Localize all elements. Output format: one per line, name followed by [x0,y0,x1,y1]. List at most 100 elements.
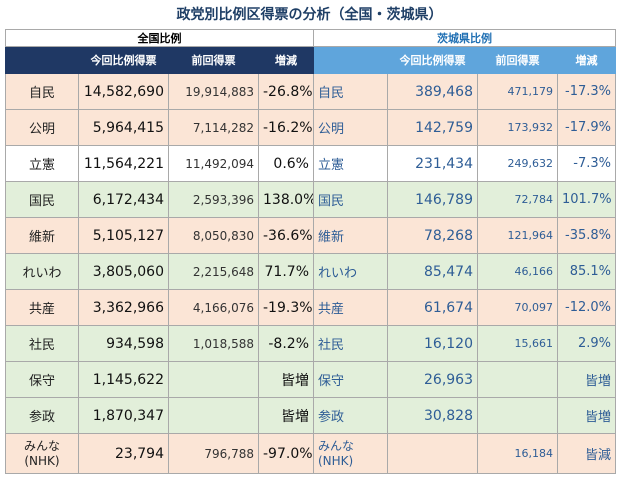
national-previous-cell: 1,018,588 [168,325,259,362]
page-title: 政党別比例区得票の分析（全国・茨城県） [176,7,443,23]
ibaraki-change-cell: -7.3% [557,145,616,182]
ibaraki-previous-cell: 46,166 [477,253,558,290]
national-previous-cell: 11,492,094 [168,145,259,182]
ibaraki-change-cell: 101.7% [557,181,616,218]
national-change-cell: 0.6% [258,145,314,182]
national-party-cell: 立憲 [5,145,79,182]
ibaraki-previous-cell: 72,784 [477,181,558,218]
ibaraki-change-cell: 皆増 [557,361,616,398]
ibaraki-previous-cell [477,397,558,434]
ibaraki-change-cell: -12.0% [557,289,616,326]
ibaraki-change-cell: 皆増 [557,397,616,434]
ibaraki-party-cell: 共産 [313,289,388,326]
national-current-cell: 11,564,221 [78,145,169,182]
national-change-cell: 皆増 [258,361,314,398]
national-previous-cell: 796,788 [168,433,259,474]
national-party-cell: 維新 [5,217,79,254]
national-change-cell: -26.8% [258,73,314,110]
ibaraki-party-cell: 参政 [313,397,388,434]
national-party-cell: 共産 [5,289,79,326]
national-current-cell: 1,145,622 [78,361,169,398]
national-change-col: 増減 [258,46,314,74]
national-party-col [5,46,79,74]
ibaraki-party-cell: 自民 [313,73,388,110]
table-row: 共産 3,362,966 4,166,076 -19.3% 共産 61,674 70,097… [5,289,616,326]
national-header: 全国比例 [5,29,314,47]
ibaraki-current-cell: 26,963 [387,361,478,398]
ibaraki-previous-cell: 15,661 [477,325,558,362]
national-current-cell: 3,362,966 [78,289,169,326]
national-party-cell: 社民 [5,325,79,362]
ibaraki-current-cell: 85,474 [387,253,478,290]
table-row: みんな (NHK) 23,794 796,788 -97.0% みんな (NHK) 16,18… [5,433,616,474]
ibaraki-party-cell: 国民 [313,181,388,218]
table-row: 国民 6,172,434 2,593,396 138.0% 国民 146,789 72,78… [5,181,616,218]
ibaraki-current-cell: 78,268 [387,217,478,254]
national-previous-cell: 2,215,648 [168,253,259,290]
ibaraki-change-cell: -35.8% [557,217,616,254]
national-change-cell: -16.2% [258,109,314,146]
table-row: 立憲 11,564,221 11,492,094 0.6% 立憲 231,434 249,6… [5,145,616,182]
national-previous-cell: 19,914,883 [168,73,259,110]
ibaraki-current-cell: 231,434 [387,145,478,182]
national-change-cell: -8.2% [258,325,314,362]
ibaraki-party-cell: 公明 [313,109,388,146]
national-party-cell: 保守 [5,361,79,398]
table-row: 保守 1,145,622 皆増 保守 26,963 皆増 [5,361,616,398]
ibaraki-previous-cell: 16,184 [477,433,558,474]
national-previous-col: 前回得票 [168,46,259,74]
ibaraki-change-cell: 2.9% [557,325,616,362]
header-row-groups: 全国比例 茨城県比例 [5,29,616,47]
national-current-cell: 6,172,434 [78,181,169,218]
table-row: れいわ 3,805,060 2,215,648 71.7% れいわ 85,474 46,16… [5,253,616,290]
national-previous-cell: 4,166,076 [168,289,259,326]
ibaraki-header: 茨城県比例 [313,29,616,47]
header-row-columns: 今回比例得票 前回得票 増減 今回比例得票 前回得票 増減 [5,46,616,74]
table-row: 参政 1,870,347 皆増 参政 30,828 皆増 [5,397,616,434]
national-current-cell: 5,964,415 [78,109,169,146]
national-current-cell: 934,598 [78,325,169,362]
national-change-cell: -36.6% [258,217,314,254]
ibaraki-current-cell: 16,120 [387,325,478,362]
national-party-cell: みんな (NHK) [5,433,79,474]
national-party-cell: れいわ [5,253,79,290]
ibaraki-current-cell: 30,828 [387,397,478,434]
vote-analysis-table: 全国比例 茨城県比例 今回比例得票 前回得票 増減 今回比例得票 前回得票 増減… [5,29,616,474]
ibaraki-previous-col: 前回得票 [477,46,558,74]
table-row: 自民 14,582,690 19,914,883 -26.8% 自民 389,468 471… [5,73,616,110]
national-current-cell: 1,870,347 [78,397,169,434]
table-row: 社民 934,598 1,018,588 -8.2% 社民 16,120 15,661 2.9… [5,325,616,362]
ibaraki-change-col: 増減 [557,46,616,74]
ibaraki-party-cell: 維新 [313,217,388,254]
national-current-cell: 5,105,127 [78,217,169,254]
ibaraki-previous-cell: 70,097 [477,289,558,326]
national-change-cell: -19.3% [258,289,314,326]
national-previous-cell [168,397,259,434]
national-change-cell: -97.0% [258,433,314,474]
ibaraki-party-cell: みんな (NHK) [313,433,388,474]
ibaraki-previous-cell: 173,932 [477,109,558,146]
national-party-cell: 公明 [5,109,79,146]
national-change-cell: 皆増 [258,397,314,434]
ibaraki-previous-cell [477,361,558,398]
ibaraki-current-cell: 389,468 [387,73,478,110]
national-previous-cell: 7,114,282 [168,109,259,146]
ibaraki-current-cell [387,433,478,474]
ibaraki-current-cell: 61,674 [387,289,478,326]
ibaraki-change-cell: 皆減 [557,433,616,474]
ibaraki-previous-cell: 249,632 [477,145,558,182]
national-current-cell: 3,805,060 [78,253,169,290]
national-change-cell: 138.0% [258,181,314,218]
ibaraki-party-cell: れいわ [313,253,388,290]
ibaraki-change-cell: 85.1% [557,253,616,290]
ibaraki-party-cell: 社民 [313,325,388,362]
national-previous-cell [168,361,259,398]
national-party-cell: 参政 [5,397,79,434]
national-change-cell: 71.7% [258,253,314,290]
national-previous-cell: 2,593,396 [168,181,259,218]
ibaraki-current-cell: 146,789 [387,181,478,218]
national-current-cell: 14,582,690 [78,73,169,110]
ibaraki-party-cell: 立憲 [313,145,388,182]
national-previous-cell: 8,050,830 [168,217,259,254]
national-party-cell: 国民 [5,181,79,218]
